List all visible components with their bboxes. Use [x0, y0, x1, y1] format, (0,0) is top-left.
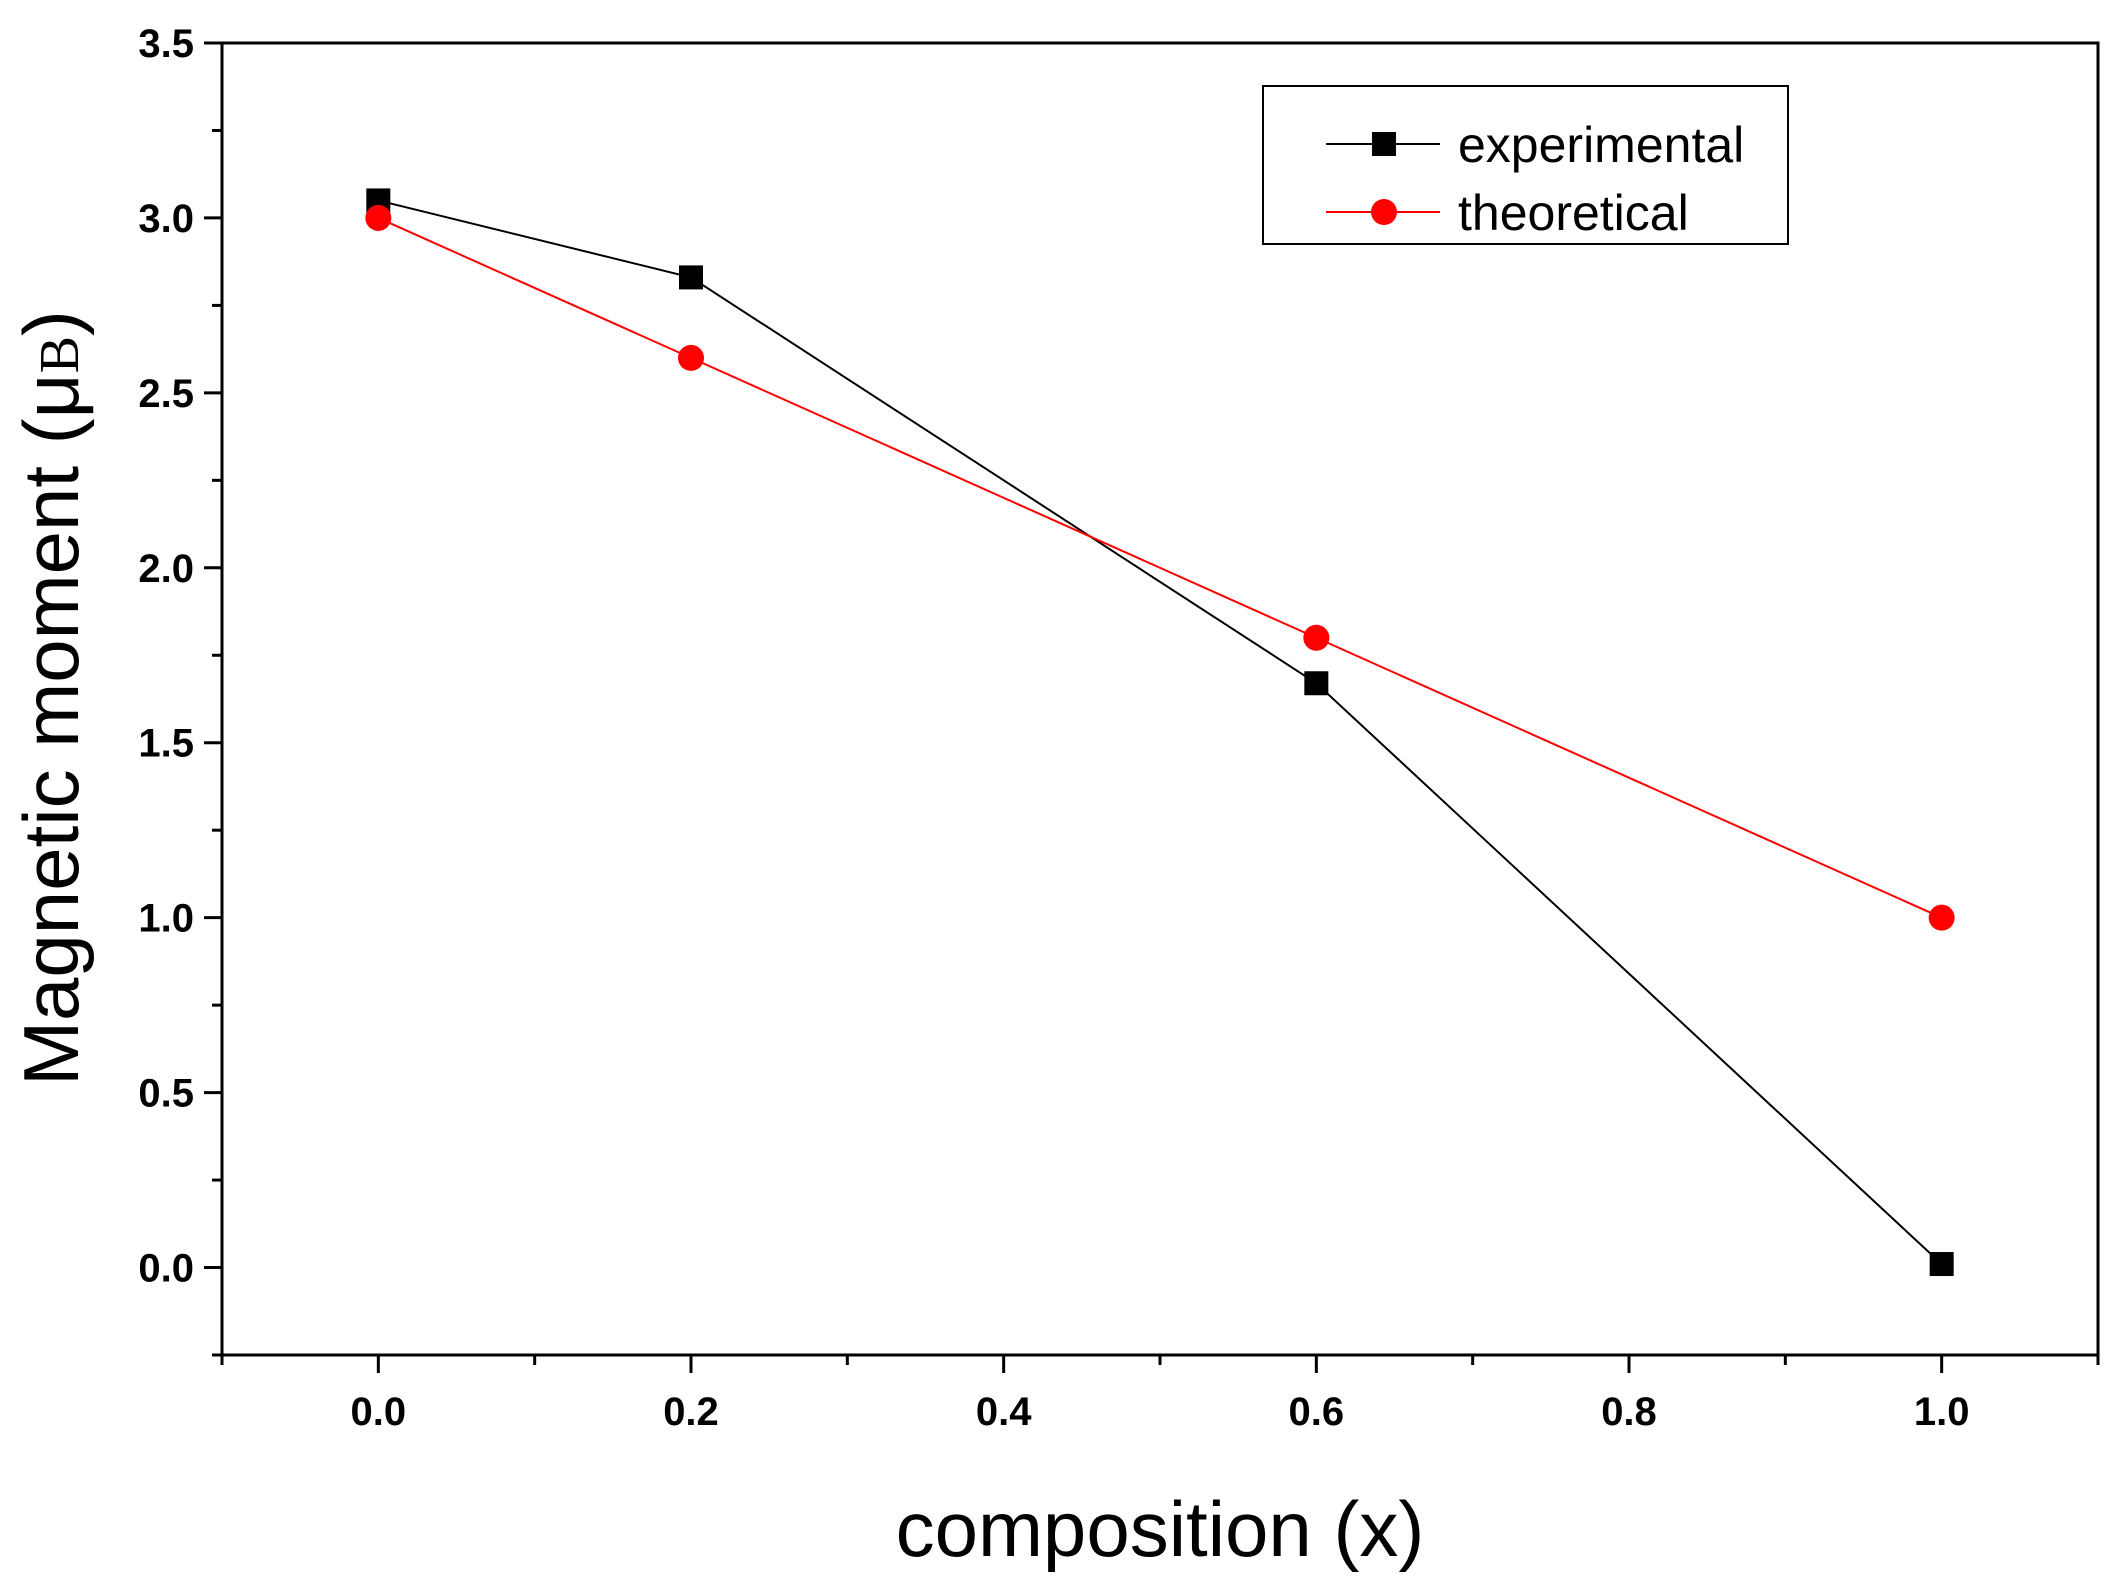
y-tick-label: 2.5	[138, 372, 194, 416]
y-tick-label: 0.5	[138, 1072, 194, 1116]
data-point-theoretical	[365, 204, 392, 231]
y-tick-label: 1.5	[138, 722, 194, 766]
data-point-theoretical	[1303, 624, 1330, 651]
legend-theoretical-label: theoretical	[1458, 185, 1689, 241]
series-line-experimental	[378, 199, 1943, 1265]
x-tick-label: 0.8	[1601, 1390, 1657, 1434]
x-tick-label: 0.0	[351, 1390, 407, 1434]
y-axis-title-main: Magnetic moment (μ	[7, 373, 95, 1086]
x-axis-title: composition (x)	[896, 1485, 1425, 1573]
data-point-theoretical	[678, 344, 704, 371]
y-axis-title: Magnetic moment (μB)	[7, 310, 95, 1086]
data-point-experimental	[1304, 671, 1329, 696]
x-tick-label: 0.2	[663, 1390, 719, 1434]
y-tick-label: 1.0	[138, 897, 194, 941]
legend-experimental-label: experimental	[1458, 117, 1744, 173]
series-layer	[365, 188, 1955, 1277]
x-tick-label: 0.4	[976, 1390, 1032, 1434]
y-tick-label: 2.0	[138, 547, 194, 591]
legend-box	[1262, 85, 1789, 245]
x-tick-label: 0.6	[1289, 1390, 1345, 1434]
data-point-theoretical	[1928, 904, 1955, 931]
y-axis: 0.0 0.5 1.0 1.5 2.0 2.5 3.0 3.5	[138, 22, 222, 1357]
data-point-experimental	[679, 265, 703, 290]
series-line-theoretical	[377, 217, 1943, 919]
legend: experimental theoretical	[1262, 85, 1789, 245]
data-point-experimental	[1929, 1252, 1954, 1277]
y-axis-title-close: )	[7, 310, 95, 336]
y-tick-label: 0.0	[138, 1247, 194, 1291]
legend-experimental-marker	[1372, 132, 1396, 156]
y-axis-title-sub: B	[29, 336, 91, 373]
y-tick-label: 3.5	[138, 22, 194, 66]
x-axis: 0.0 0.2 0.4 0.6 0.8 1.0	[220, 1355, 2100, 1434]
plot-frame	[220, 41, 2100, 1357]
legend-theoretical-marker	[1371, 199, 1397, 225]
x-tick-label: 1.0	[1914, 1390, 1970, 1434]
y-tick-label: 3.0	[138, 197, 194, 241]
